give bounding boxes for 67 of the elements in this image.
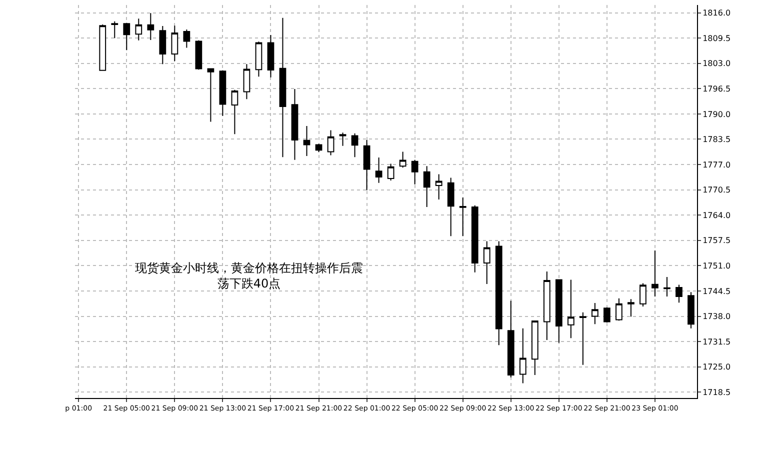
candlestick bbox=[495, 240, 502, 346]
candlestick bbox=[207, 68, 214, 122]
candlestick bbox=[604, 306, 610, 324]
candlestick bbox=[411, 159, 418, 185]
candlestick bbox=[183, 29, 190, 48]
y-tick-label: 1731.5 bbox=[702, 337, 731, 346]
y-tick-label: 1751.0 bbox=[702, 262, 731, 270]
candlestick bbox=[567, 279, 574, 339]
y-tick-label: 1764.0 bbox=[702, 210, 731, 220]
annotation: 现货黄金小时线，黄金价格在扭转操作后震荡下跌40点 bbox=[135, 261, 363, 291]
candlestick bbox=[339, 132, 346, 146]
candlestick bbox=[135, 18, 142, 41]
y-tick-label: 1777.0 bbox=[702, 160, 731, 170]
candlestick bbox=[628, 298, 634, 318]
y-tick-label: 1790.0 bbox=[702, 110, 731, 119]
candlestick bbox=[219, 70, 226, 116]
candlestick bbox=[159, 26, 166, 65]
candlestick bbox=[543, 271, 550, 341]
candlestick bbox=[231, 89, 238, 135]
candlestick bbox=[387, 163, 394, 181]
candlestick bbox=[195, 40, 202, 70]
candlestick bbox=[459, 197, 466, 237]
candlestick bbox=[315, 143, 322, 153]
candlestick bbox=[399, 151, 406, 168]
candlestick bbox=[123, 22, 130, 51]
candlestick bbox=[664, 276, 670, 297]
candlestick bbox=[616, 298, 622, 322]
candlestick bbox=[507, 300, 514, 378]
candlestick bbox=[111, 20, 118, 39]
candlestick bbox=[303, 126, 310, 156]
candlestick bbox=[351, 132, 358, 158]
candlestick bbox=[147, 12, 154, 41]
y-tick-label: 1725.0 bbox=[702, 362, 731, 372]
candlestick bbox=[555, 279, 562, 344]
candlestick bbox=[688, 292, 694, 329]
y-tick-label: 1803.0 bbox=[702, 59, 731, 68]
y-tick-label: 1757.5 bbox=[702, 236, 731, 246]
candlestick bbox=[531, 320, 538, 376]
y-tick-label: 1816.0 bbox=[702, 8, 731, 18]
y-tick-label: 1796.5 bbox=[702, 84, 731, 94]
candlestick bbox=[471, 204, 478, 273]
candlestick bbox=[579, 312, 586, 366]
candlestick bbox=[99, 24, 106, 71]
candlestick bbox=[171, 25, 178, 62]
y-tick-label: 1783.5 bbox=[702, 135, 731, 144]
candlestick bbox=[243, 64, 250, 100]
candlestick bbox=[435, 174, 442, 200]
candlestick bbox=[423, 166, 430, 208]
candlestick bbox=[447, 177, 454, 237]
candlestick bbox=[327, 130, 334, 156]
candlestick bbox=[267, 34, 274, 78]
y-tick-label: 1770.5 bbox=[702, 186, 731, 195]
candlestick bbox=[676, 284, 682, 304]
candlestick bbox=[363, 140, 370, 191]
y-tick-label: 1718.5 bbox=[702, 388, 731, 397]
candlestick bbox=[640, 282, 646, 308]
candlestick bbox=[519, 328, 526, 384]
candlestick bbox=[591, 302, 598, 325]
y-tick-label: 1744.5 bbox=[702, 286, 731, 296]
candlestick bbox=[291, 88, 298, 160]
candlestick bbox=[375, 157, 382, 184]
candlestick bbox=[255, 41, 262, 78]
y-tick-label: 1809.5 bbox=[702, 34, 731, 43]
candlestick bbox=[483, 240, 490, 284]
candlestick bbox=[652, 250, 658, 297]
candlestick bbox=[279, 17, 286, 158]
y-tick-label: 1738.0 bbox=[702, 312, 731, 322]
